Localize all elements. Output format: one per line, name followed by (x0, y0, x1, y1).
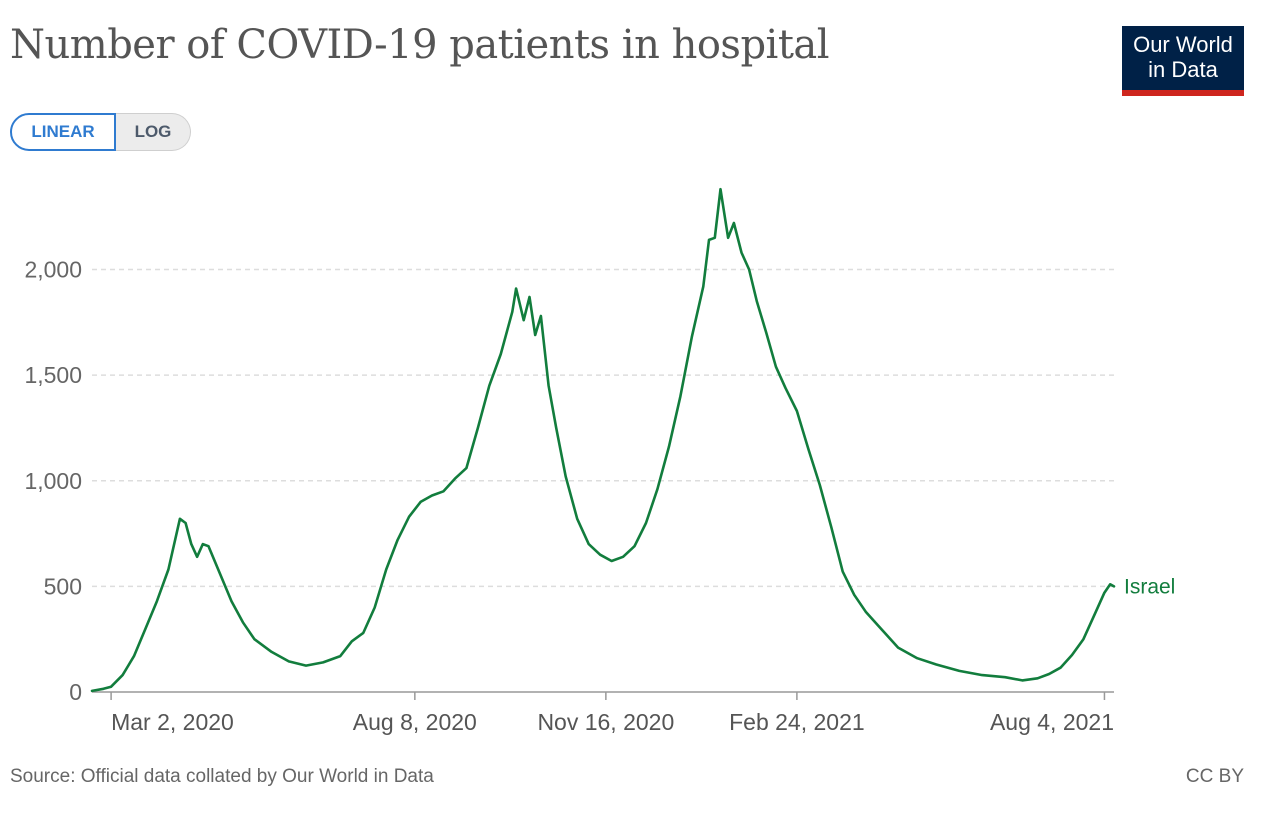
x-tick-label: Feb 24, 2021 (729, 709, 865, 735)
y-tick-label: 500 (44, 573, 82, 599)
linear-scale-button[interactable]: LINEAR (10, 113, 116, 151)
line-chart: 0 500 1,000 1,500 2,000 Mar 2, 2020 Aug 8, 20… (24, 187, 1175, 735)
chart-title: Number of COVID-19 patients in hospital (10, 22, 830, 68)
y-tick-label: 1,000 (24, 468, 82, 494)
series-layer: Israel (90, 187, 1175, 693)
series-line-israel (90, 187, 1116, 693)
scale-toggle: LINEAR LOG (10, 113, 191, 151)
x-tick-label: Nov 16, 2020 (537, 709, 674, 735)
logo-line-2: in Data (1148, 57, 1218, 82)
owid-logo[interactable]: Our World in Data (1122, 26, 1244, 96)
series-label-israel: Israel (1124, 575, 1175, 598)
license-link[interactable]: CC BY (1185, 766, 1244, 787)
x-tick-label: Aug 8, 2020 (353, 709, 477, 735)
y-tick-label: 0 (69, 679, 82, 705)
y-tick-label: 1,500 (24, 362, 82, 388)
x-axis: Mar 2, 2020 Aug 8, 2020 Nov 16, 2020 Feb 24… (92, 691, 1114, 735)
log-scale-button[interactable]: LOG (116, 113, 191, 151)
logo-line-1: Our World (1133, 32, 1233, 57)
x-tick-label: Mar 2, 2020 (111, 709, 234, 735)
gridlines: 0 500 1,000 1,500 2,000 (24, 257, 1114, 705)
x-tick-label: Aug 4, 2021 (990, 709, 1114, 735)
y-tick-label: 2,000 (24, 257, 82, 283)
source-note: Source: Official data collated by Our Wo… (10, 766, 434, 787)
